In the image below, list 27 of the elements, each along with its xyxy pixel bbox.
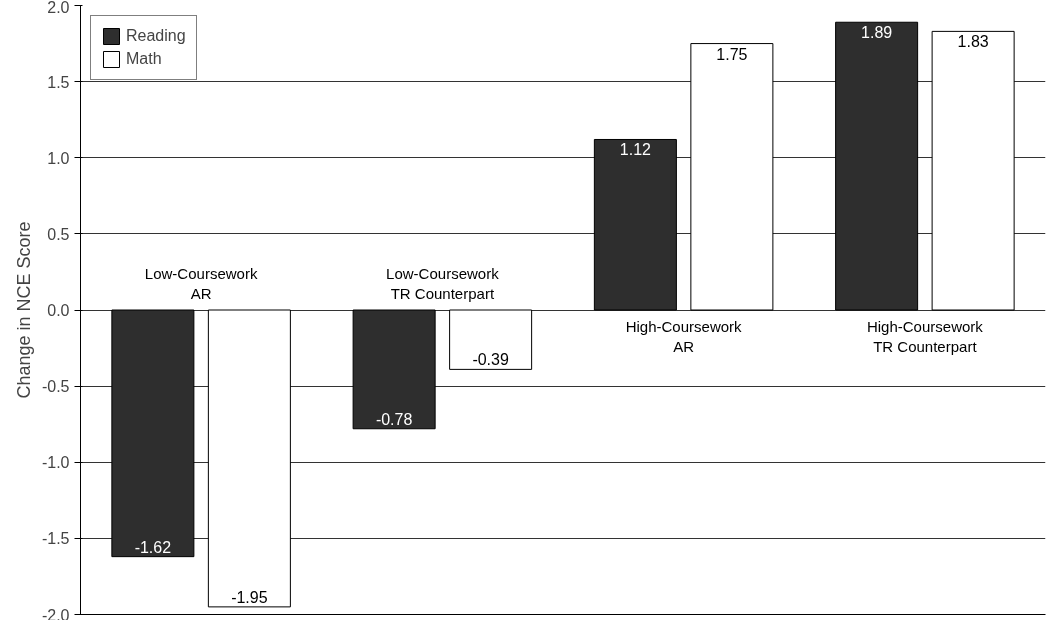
y-tick-label: -2.0 — [41, 606, 70, 624]
y-tick-label: 0.0 — [47, 302, 70, 319]
data-label: 1.83 — [957, 33, 989, 51]
y-axis-title: Change in NCE Score — [13, 221, 34, 399]
x-tick-label: Low-Coursework AR — [144, 264, 258, 302]
bar — [449, 309, 533, 370]
legend-label: Reading — [126, 27, 186, 45]
x-tick-label: Low-Coursework TR Counterpart — [386, 264, 500, 302]
bar — [593, 138, 677, 311]
data-label: -1.95 — [231, 588, 268, 606]
legend-label: Math — [126, 50, 162, 68]
data-label: -1.62 — [134, 538, 172, 556]
data-label: 1.75 — [716, 45, 748, 63]
y-tick-label: 1.5 — [47, 73, 70, 91]
data-label: -0.78 — [375, 410, 413, 428]
y-tick-label: -1.5 — [41, 530, 70, 548]
y-tick-label: 0.5 — [47, 225, 70, 243]
data-label: 1.89 — [861, 24, 893, 42]
y-tick-label: -0.5 — [41, 378, 70, 396]
data-label: -0.39 — [472, 351, 509, 369]
data-label: 1.12 — [619, 141, 652, 159]
y-tick-label: 2.0 — [47, 0, 70, 16]
x-tick-label: High-Coursework TR Counterpart — [866, 318, 984, 356]
y-tick-label: -1.0 — [41, 454, 70, 472]
bar — [352, 309, 436, 430]
y-tick-label: 1.0 — [47, 149, 70, 167]
x-tick-label: High-Coursework AR — [625, 318, 743, 356]
